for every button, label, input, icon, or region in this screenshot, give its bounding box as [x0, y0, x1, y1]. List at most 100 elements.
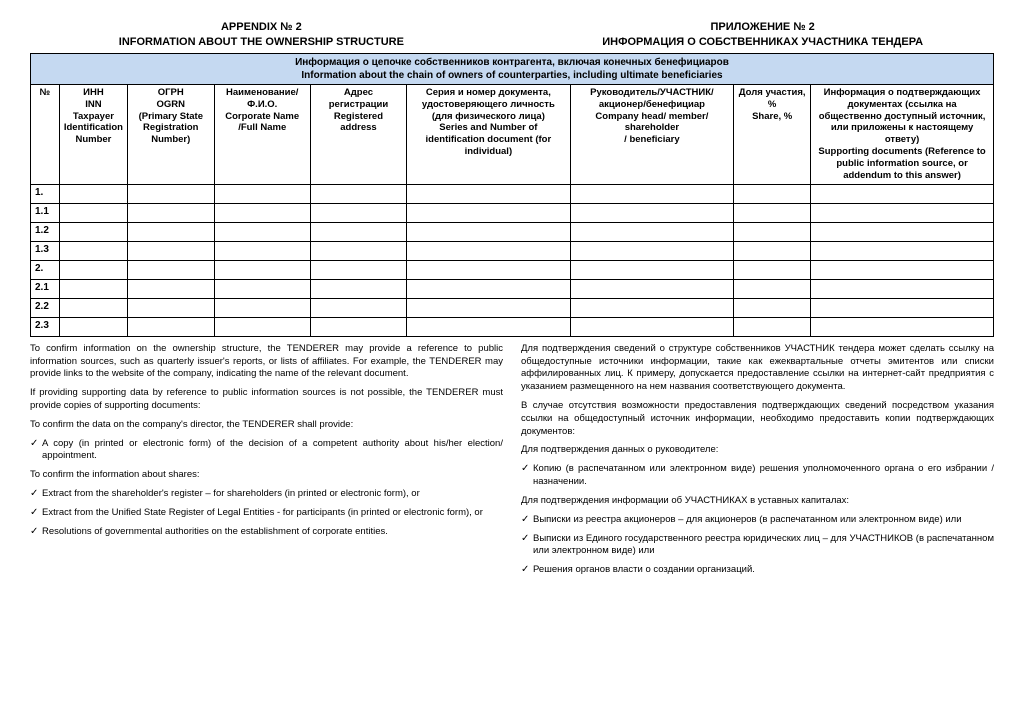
banner-cell: Информация о цепочке собственников контр…: [31, 53, 994, 84]
empty-cell: [214, 203, 310, 222]
check-icon: ✓: [521, 533, 533, 545]
row-number: 2.: [31, 260, 60, 279]
row-number: 2.1: [31, 279, 60, 298]
empty-cell: [59, 241, 127, 260]
table-row: 1.: [31, 184, 994, 203]
ru-p3: Для подтверждения данных о руководителе:: [521, 444, 994, 457]
check-icon: ✓: [30, 488, 42, 500]
empty-cell: [734, 317, 811, 336]
empty-cell: [127, 241, 214, 260]
ru-b2: ✓Выписки из реестра акционеров – для акц…: [521, 514, 994, 527]
empty-cell: [407, 279, 571, 298]
empty-cell: [127, 260, 214, 279]
empty-cell: [214, 260, 310, 279]
empty-cell: [407, 298, 571, 317]
ru-p4: Для подтверждения информации об УЧАСТНИК…: [521, 495, 994, 508]
empty-cell: [734, 241, 811, 260]
row-number: 1.: [31, 184, 60, 203]
subtitle-ru: ИНФОРМАЦИЯ О СОБСТВЕННИКАХ УЧАСТНИКА ТЕН…: [531, 35, 994, 50]
empty-cell: [570, 203, 734, 222]
col-ogrn: ОГРНOGRN(Primary State Registration Numb…: [127, 84, 214, 184]
en-p1: To confirm information on the ownership …: [30, 343, 503, 381]
empty-cell: [734, 279, 811, 298]
subtitle-en: INFORMATION ABOUT THE OWNERSHIP STRUCTUR…: [30, 35, 493, 50]
row-number: 2.2: [31, 298, 60, 317]
en-p4: To confirm the information about shares:: [30, 469, 503, 482]
empty-cell: [310, 260, 406, 279]
empty-cell: [734, 222, 811, 241]
empty-cell: [811, 203, 994, 222]
table-row: 2.1: [31, 279, 994, 298]
empty-cell: [811, 279, 994, 298]
col-name: Наименование/Ф.И.О.Corporate Name/Full N…: [214, 84, 310, 184]
ru-p1: Для подтверждения сведений о структуре с…: [521, 343, 994, 394]
row-number: 2.3: [31, 317, 60, 336]
empty-cell: [811, 317, 994, 336]
empty-cell: [811, 241, 994, 260]
empty-cell: [310, 184, 406, 203]
empty-cell: [214, 241, 310, 260]
ru-b1: ✓Копию (в распечатанном или электронном …: [521, 463, 994, 489]
empty-cell: [310, 298, 406, 317]
empty-cell: [127, 222, 214, 241]
table-row: 1.1: [31, 203, 994, 222]
empty-cell: [59, 184, 127, 203]
empty-cell: [407, 203, 571, 222]
empty-cell: [407, 222, 571, 241]
empty-cell: [310, 203, 406, 222]
title-row: APPENDIX № 2 INFORMATION ABOUT THE OWNER…: [30, 20, 994, 51]
banner-en: Information about the chain of owners of…: [301, 70, 722, 81]
ru-b3: ✓Выписки из Единого государственного рее…: [521, 533, 994, 559]
notes-en: To confirm information on the ownership …: [30, 343, 503, 583]
row-number: 1.1: [31, 203, 60, 222]
row-number: 1.2: [31, 222, 60, 241]
empty-cell: [59, 260, 127, 279]
empty-cell: [407, 184, 571, 203]
col-info: Информация о подтверждающих документах (…: [811, 84, 994, 184]
check-icon: ✓: [521, 463, 533, 475]
empty-cell: [811, 222, 994, 241]
en-b2: ✓Extract from the shareholder's register…: [30, 488, 503, 501]
col-inn: ИННINNTaxpayer Identification Number: [59, 84, 127, 184]
empty-cell: [59, 279, 127, 298]
empty-cell: [59, 298, 127, 317]
empty-cell: [59, 317, 127, 336]
empty-cell: [734, 260, 811, 279]
empty-cell: [214, 317, 310, 336]
empty-cell: [127, 298, 214, 317]
empty-cell: [811, 184, 994, 203]
check-icon: ✓: [521, 514, 533, 526]
en-b4: ✓Resolutions of governmental authorities…: [30, 526, 503, 539]
empty-cell: [310, 241, 406, 260]
empty-cell: [59, 222, 127, 241]
empty-cell: [214, 184, 310, 203]
empty-cell: [310, 317, 406, 336]
empty-cell: [310, 279, 406, 298]
en-p3: To confirm the data on the company's dir…: [30, 419, 503, 432]
check-icon: ✓: [30, 438, 42, 450]
empty-cell: [570, 184, 734, 203]
table-row: 2.3: [31, 317, 994, 336]
title-right: ПРИЛОЖЕНИЕ № 2 ИНФОРМАЦИЯ О СОБСТВЕННИКА…: [531, 20, 994, 51]
empty-cell: [570, 298, 734, 317]
empty-cell: [734, 203, 811, 222]
col-num: №: [31, 84, 60, 184]
empty-cell: [570, 317, 734, 336]
empty-cell: [127, 184, 214, 203]
empty-cell: [214, 222, 310, 241]
col-head: Руководитель/УЧАСТНИК/акционер/бенефициа…: [570, 84, 734, 184]
check-icon: ✓: [30, 507, 42, 519]
col-doc: Серия и номер документа, удостоверяющего…: [407, 84, 571, 184]
empty-cell: [59, 203, 127, 222]
empty-cell: [734, 298, 811, 317]
title-left: APPENDIX № 2 INFORMATION ABOUT THE OWNER…: [30, 20, 493, 51]
empty-cell: [127, 203, 214, 222]
ownership-table: Информация о цепочке собственников контр…: [30, 53, 994, 337]
table-row: 1.2: [31, 222, 994, 241]
empty-cell: [407, 317, 571, 336]
col-addr: Адрес регистрацииRegistered address: [310, 84, 406, 184]
empty-cell: [214, 279, 310, 298]
row-number: 1.3: [31, 241, 60, 260]
empty-cell: [570, 222, 734, 241]
empty-cell: [127, 317, 214, 336]
